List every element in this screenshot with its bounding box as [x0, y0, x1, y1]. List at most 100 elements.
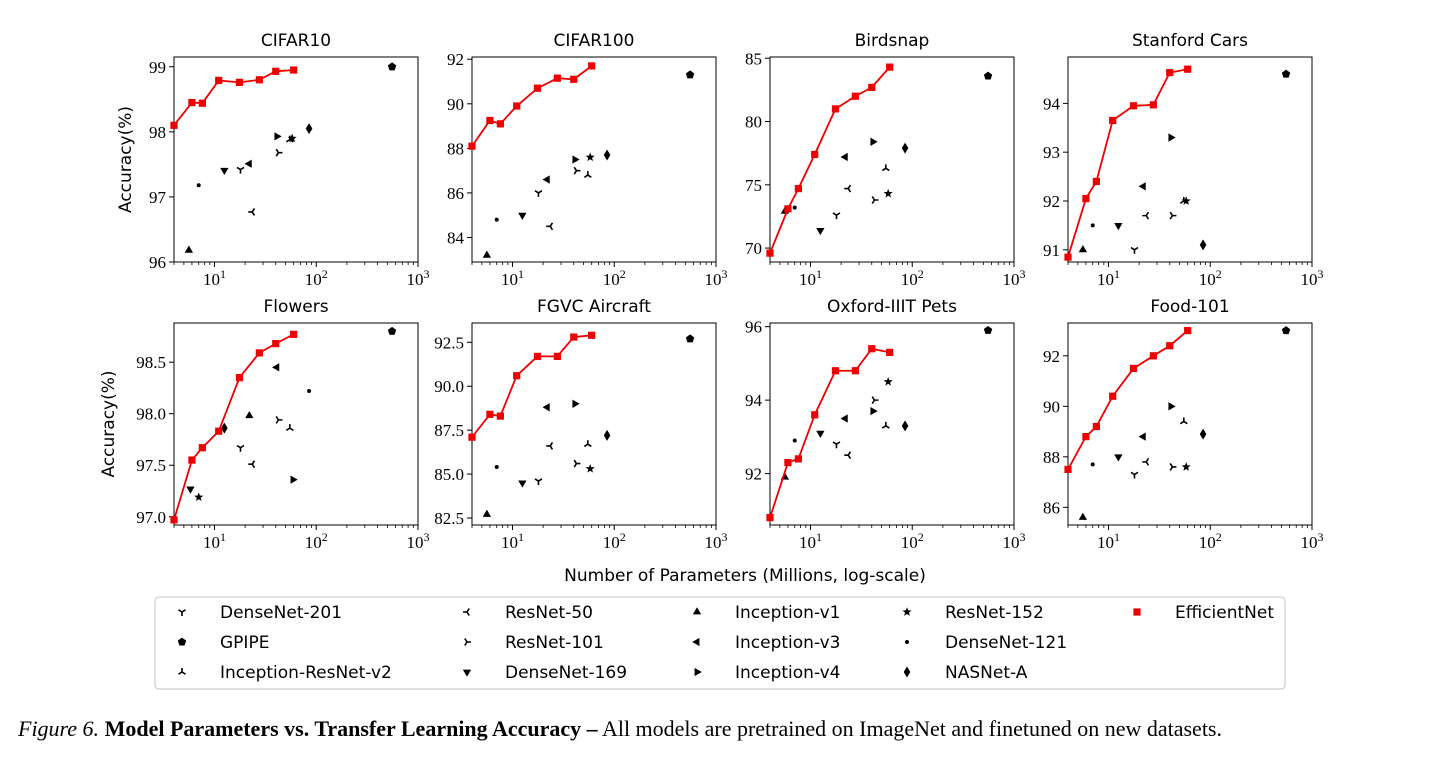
point-densenet-121: [1090, 462, 1095, 467]
point-densenet-169: [816, 430, 825, 438]
legend-label: Inception-v1: [735, 603, 841, 623]
legend-item-gpipe: GPIPE: [177, 633, 269, 653]
y-tick-label: 93: [1043, 143, 1060, 162]
panel-title: CIFAR100: [554, 31, 635, 51]
point-inception-v1: [482, 509, 492, 517]
caption-text: All models are pretrained on ImageNet an…: [601, 716, 1222, 741]
point-nasnet-a: [1199, 239, 1207, 251]
point-densenet-201: [236, 166, 245, 174]
point-densenet-121: [196, 183, 201, 188]
series-line-efficientnet: [1067, 68, 1188, 258]
point-nasnet-a: [221, 422, 228, 434]
point-efficientnet: [1184, 65, 1192, 73]
legend-item-nasnet-a: NASNet-A: [903, 663, 1028, 683]
point-efficientnet: [533, 352, 542, 360]
point-efficientnet: [1129, 102, 1138, 110]
point-resnet-152: [883, 376, 893, 386]
y-tick-label: 91: [1043, 241, 1060, 260]
x-tick-label: 103: [1003, 267, 1026, 289]
point-resnet-50: [248, 207, 256, 216]
x-tick-label: 103: [1003, 530, 1026, 552]
legend-label: DenseNet-121: [945, 633, 1067, 653]
point-efficientnet: [272, 67, 280, 75]
point-inception-resnet-v2: [285, 424, 294, 431]
legend-marker-inception-v1: [692, 607, 702, 615]
panel-flowers: Flowers 97.0 97.5 98.0 98.5 101 102 103 Accuracy…: [99, 297, 430, 552]
point-resnet-50: [546, 442, 554, 450]
x-tick-label: 103: [1301, 267, 1324, 289]
y-tick-label: 90: [1043, 397, 1060, 416]
point-efficientnet: [1092, 177, 1100, 186]
point-resnet-101: [573, 459, 581, 468]
point-inception-v4: [274, 132, 282, 141]
y-tick-label: 92.5: [434, 333, 464, 352]
plot-frame: [471, 56, 717, 263]
series-line-efficientnet: [471, 334, 592, 438]
point-densenet-169: [1114, 222, 1123, 231]
point-densenet-201: [236, 444, 245, 452]
series-line-efficientnet: [1067, 329, 1189, 470]
y-tick-label: 92: [745, 465, 762, 484]
point-nasnet-a: [901, 420, 909, 432]
point-resnet-152: [585, 152, 595, 162]
y-tick-label: 99: [149, 58, 166, 77]
plot-frame: [1067, 56, 1313, 263]
legend-marker-densenet-121: [905, 640, 909, 644]
point-efficientnet: [1129, 364, 1138, 373]
legend-label: ResNet-101: [505, 633, 604, 653]
point-efficientnet: [486, 116, 494, 125]
point-efficientnet: [188, 456, 196, 464]
x-tick-label: 101: [1097, 530, 1120, 552]
point-efficientnet: [784, 458, 792, 467]
point-densenet-201: [534, 478, 543, 486]
point-efficientnet: [1166, 69, 1174, 77]
point-densenet-169: [186, 486, 195, 494]
point-inception-v4: [870, 137, 878, 146]
point-resnet-101: [1169, 211, 1177, 220]
point-efficientnet: [290, 330, 298, 338]
x-tick-label: 102: [1199, 530, 1222, 552]
legend-marker-resnet-50: [463, 608, 470, 616]
point-efficientnet: [188, 98, 196, 107]
plot-frame: [173, 322, 419, 526]
y-tick-label: 92: [1043, 192, 1060, 211]
x-tick-label: 102: [603, 530, 626, 552]
series-line-efficientnet: [173, 69, 294, 126]
point-efficientnet: [290, 66, 298, 74]
x-tick-label: 102: [603, 267, 626, 289]
point-inception-v4: [870, 406, 878, 416]
point-nasnet-a: [1199, 428, 1207, 440]
point-efficientnet: [272, 340, 280, 348]
point-densenet-169: [816, 227, 825, 236]
point-gpipe: [983, 325, 993, 334]
panel-title: Stanford Cars: [1132, 31, 1248, 51]
point-efficientnet: [811, 411, 819, 419]
point-efficientnet: [1184, 326, 1192, 335]
y-axis-label: Accuracy(%): [116, 106, 136, 213]
point-gpipe: [685, 70, 695, 79]
point-efficientnet: [1149, 101, 1157, 109]
point-densenet-201: [832, 441, 841, 449]
point-efficientnet: [513, 102, 521, 110]
x-tick-label: 102: [1199, 267, 1222, 289]
point-inception-resnet-v2: [881, 421, 890, 429]
point-efficientnet: [831, 105, 840, 113]
y-tick-label: 98: [149, 123, 166, 142]
point-gpipe: [387, 62, 397, 71]
point-efficientnet: [570, 75, 578, 83]
point-efficientnet: [553, 352, 561, 360]
point-inception-v4: [1168, 402, 1176, 411]
y-tick-label: 75: [745, 176, 762, 195]
point-resnet-152: [287, 133, 297, 143]
point-efficientnet: [1149, 352, 1157, 360]
point-efficientnet: [1092, 422, 1100, 431]
point-resnet-152: [194, 492, 204, 502]
point-inception-v1: [1078, 512, 1088, 520]
point-efficientnet: [1064, 465, 1072, 474]
point-inception-v4: [290, 475, 298, 484]
point-gpipe: [983, 71, 993, 80]
point-efficientnet: [851, 92, 859, 100]
y-tick-label: 97.0: [136, 508, 166, 527]
point-inception-v3: [1138, 432, 1146, 441]
point-inception-v3: [840, 414, 848, 423]
